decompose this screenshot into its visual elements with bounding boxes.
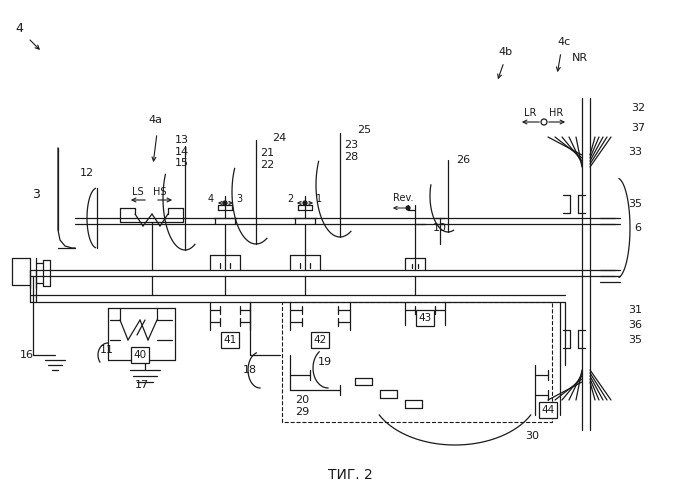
Text: 42: 42	[313, 335, 326, 345]
Text: 17: 17	[135, 380, 149, 390]
Text: 31: 31	[628, 305, 642, 315]
Text: LR: LR	[524, 108, 536, 118]
Text: 35: 35	[628, 335, 642, 345]
Text: 19: 19	[318, 357, 332, 367]
Text: 4b: 4b	[498, 47, 512, 57]
Text: 33: 33	[628, 147, 642, 157]
Text: 4c: 4c	[557, 37, 570, 47]
Text: 44: 44	[541, 405, 554, 415]
Text: LS: LS	[132, 187, 143, 197]
Text: 2: 2	[287, 194, 294, 204]
Text: 29: 29	[295, 407, 309, 417]
Text: 4a: 4a	[148, 115, 162, 125]
Text: 32: 32	[631, 103, 645, 113]
Text: 15: 15	[175, 158, 189, 168]
Circle shape	[303, 201, 307, 205]
Text: 18: 18	[243, 365, 257, 375]
Text: 25: 25	[357, 125, 371, 135]
Text: 35: 35	[628, 199, 642, 209]
Text: 28: 28	[344, 152, 359, 162]
Text: 40: 40	[134, 350, 147, 360]
Text: 22: 22	[260, 160, 274, 170]
Text: 6: 6	[634, 223, 641, 233]
Text: 30: 30	[525, 431, 539, 441]
Text: HS: HS	[153, 187, 166, 197]
Text: 26: 26	[456, 155, 470, 165]
Text: 11: 11	[100, 345, 114, 355]
Circle shape	[406, 206, 410, 210]
Text: NR: NR	[572, 53, 588, 63]
Text: 4: 4	[15, 21, 23, 35]
Text: ΤИГ. 2: ΤИГ. 2	[328, 468, 373, 482]
Text: 24: 24	[272, 133, 287, 143]
Text: 13: 13	[175, 135, 189, 145]
Text: 3: 3	[236, 194, 242, 204]
Text: 4: 4	[208, 194, 214, 204]
Text: 14: 14	[175, 147, 189, 157]
Text: 41: 41	[224, 335, 237, 345]
Bar	[282, 302, 552, 422]
Text: 10: 10	[433, 223, 447, 233]
Text: 16: 16	[20, 350, 34, 360]
Text: 43: 43	[419, 313, 431, 323]
Text: HR: HR	[549, 108, 563, 118]
Text: 23: 23	[344, 140, 358, 150]
Text: 21: 21	[260, 148, 274, 158]
Circle shape	[223, 201, 227, 205]
Text: 12: 12	[80, 168, 94, 178]
Text: 1: 1	[316, 194, 322, 204]
Text: 36: 36	[628, 320, 642, 330]
Text: 20: 20	[295, 395, 309, 405]
Text: 37: 37	[631, 123, 645, 133]
Text: Rev.: Rev.	[393, 193, 414, 203]
Text: 3: 3	[32, 188, 40, 201]
